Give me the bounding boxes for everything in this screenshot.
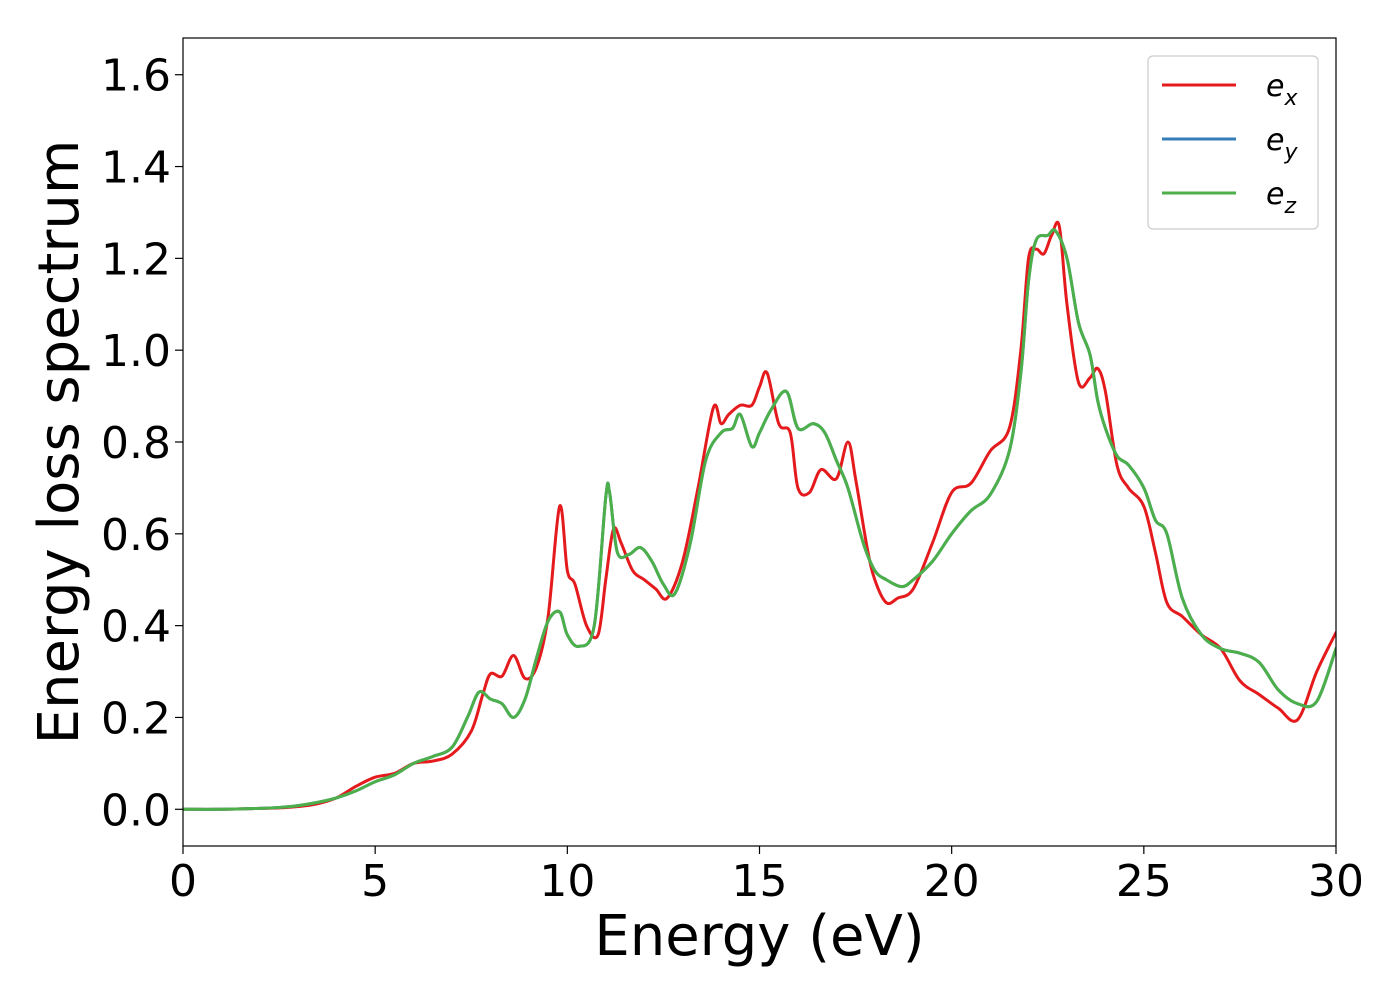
- y-tick-label: 1.4: [101, 143, 171, 194]
- x-tick-label: 5: [361, 856, 389, 907]
- legend-label-e-x: ex: [1266, 69, 1298, 111]
- y-tick-label: 1.0: [101, 326, 171, 377]
- y-axis-title: Energy loss spectrum: [27, 140, 92, 745]
- legend-label-e-z: ez: [1266, 177, 1296, 219]
- y-tick-label: 0.0: [101, 785, 171, 836]
- y-tick-label: 1.2: [101, 234, 171, 285]
- y-tick-label: 0.8: [101, 418, 171, 469]
- y-tick-label: 0.6: [101, 510, 171, 561]
- y-tick-label: 0.2: [101, 693, 171, 744]
- x-tick-label: 15: [732, 856, 788, 907]
- legend-box: [1147, 55, 1319, 230]
- x-tick-label: 25: [1116, 856, 1172, 907]
- ticks-layer: 0 5 10 15 20 25 30 0.0 0.2 0.4 0.6 0.8 1.0 1.2 1.4 1.6: [101, 51, 1364, 907]
- series-line-e-y: [183, 228, 1336, 811]
- x-tick-label: 20: [924, 856, 980, 907]
- x-tick-label: 0: [169, 856, 197, 907]
- x-axis-title: Energy (eV): [594, 904, 924, 969]
- x-tick-label: 30: [1308, 856, 1364, 907]
- y-tick-label: 0.4: [101, 602, 171, 653]
- legend-label-e-y: ey: [1266, 123, 1298, 165]
- x-tick-label: 10: [539, 856, 595, 907]
- y-tick-label: 1.6: [101, 51, 171, 102]
- series-layer: [183, 220, 1336, 811]
- legend: ex ey ez: [1147, 55, 1319, 230]
- series-line-e-z: [183, 228, 1336, 811]
- series-line-e-x: [183, 220, 1336, 811]
